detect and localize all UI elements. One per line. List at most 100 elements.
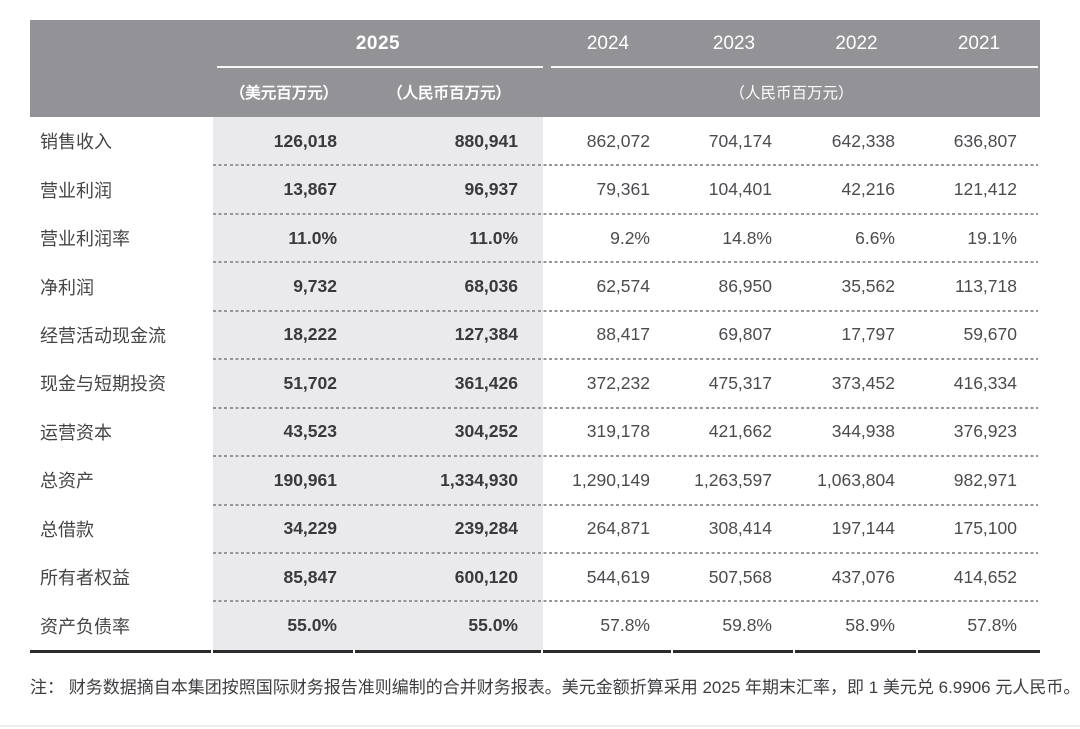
cell-2022: 42,216 (841, 179, 895, 200)
subheader-rmb-millions: （人民币百万元） (386, 85, 511, 102)
row-label: 所有者权益 (40, 568, 130, 589)
header-underline-2025 (217, 66, 543, 68)
page-bottom-divider (0, 725, 1080, 727)
cell-usd-2025: 18,222 (283, 324, 337, 345)
cell-2023: 421,662 (708, 421, 772, 442)
row-label: 销售收入 (40, 132, 112, 153)
cell-2021: 57.8% (967, 615, 1017, 636)
table-row: 营业利润 13,867 96,937 79,361 104,401 42,216 121,4… (30, 164, 1040, 213)
cell-2021: 376,923 (953, 421, 1017, 442)
row-label: 净利润 (40, 277, 94, 298)
table-header: 2025 2024 2023 2022 2021 （美元百万元） （人民币百万元… (30, 20, 1040, 117)
cell-2023: 59.8% (722, 615, 772, 636)
cell-2021: 414,652 (953, 566, 1017, 587)
cell-usd-2025: 51,702 (283, 372, 337, 393)
cell-2023: 1,263,597 (694, 469, 772, 490)
row-separator (213, 261, 1038, 264)
cell-2022: 1,063,804 (817, 469, 895, 490)
cell-2024: 862,072 (586, 130, 650, 151)
cell-rmb-2025: 880,941 (454, 130, 518, 151)
cell-2023: 14.8% (722, 227, 772, 248)
cell-2022: 17,797 (841, 324, 895, 345)
cell-2023: 308,414 (708, 518, 772, 539)
row-label: 总资产 (40, 471, 94, 492)
cell-2024: 1,290,149 (572, 469, 650, 490)
cell-rmb-2025: 11.0% (469, 227, 518, 248)
row-label: 营业利润 (40, 180, 112, 201)
row-label: 营业利润率 (40, 229, 130, 250)
row-label: 经营活动现金流 (40, 325, 166, 346)
subheader-usd-millions: （美元百万元） (229, 85, 339, 102)
cell-2024: 372,232 (586, 372, 650, 393)
cell-usd-2025: 126,018 (273, 130, 337, 151)
cell-usd-2025: 13,867 (283, 179, 337, 200)
table-row: 净利润 9,732 68,036 62,574 86,950 35,562 113,718 (30, 261, 1040, 310)
cell-2022: 6.6% (855, 227, 895, 248)
table-body: 销售收入 126,018 880,941 862,072 704,174 642,338 6… (30, 117, 1040, 650)
cell-2021: 121,412 (953, 179, 1017, 200)
cell-2023: 86,950 (718, 276, 772, 297)
row-separator (213, 551, 1038, 554)
row-separator (213, 600, 1038, 603)
cell-2022: 373,452 (831, 372, 895, 393)
cell-2024: 264,871 (586, 518, 650, 539)
cell-2024: 79,361 (596, 179, 650, 200)
cell-2024: 62,574 (596, 276, 650, 297)
cell-usd-2025: 85,847 (283, 566, 337, 587)
cell-2024: 88,417 (596, 324, 650, 345)
table-bottom-border (30, 649, 1040, 653)
row-separator (213, 455, 1038, 458)
cell-2021: 19.1% (967, 227, 1017, 248)
cell-2023: 104,401 (708, 179, 772, 200)
cell-usd-2025: 55.0% (287, 615, 337, 636)
row-separator (213, 164, 1038, 167)
cell-2023: 704,174 (708, 130, 772, 151)
table-row: 销售收入 126,018 880,941 862,072 704,174 642,338 6… (30, 117, 1040, 165)
table-row: 现金与短期投资 51,702 361,426 372,232 475,317 373,45… (30, 358, 1040, 407)
row-separator (213, 358, 1038, 361)
cell-2022: 437,076 (831, 566, 895, 587)
cell-2022: 642,338 (831, 130, 895, 151)
year-2022-header: 2022 (835, 32, 878, 54)
year-header-row: 2025 2024 2023 2022 2021 (30, 20, 1040, 67)
row-separator (213, 309, 1038, 312)
cell-rmb-2025: 361,426 (454, 372, 518, 393)
table-row: 所有者权益 85,847 600,120 544,619 507,568 437,076 4… (30, 551, 1040, 601)
cell-2022: 58.9% (845, 615, 895, 636)
financial-summary-table: 2025 2024 2023 2022 2021 （美元百万元） （人民币百万元… (30, 20, 1040, 653)
cell-2021: 416,334 (953, 372, 1017, 393)
table-row: 总资产 190,961 1,334,930 1,290,149 1,263,597 1,0… (30, 455, 1040, 504)
row-label: 资产负债率 (40, 616, 130, 637)
cell-rmb-2025: 304,252 (454, 421, 518, 442)
year-2021-header: 2021 (957, 32, 1001, 54)
table-row: 营业利润率 11.0% 11.0% 9.2% 14.8% 6.6% 19.1% (30, 212, 1040, 262)
table-row: 总借款 34,229 239,284 264,871 308,414 197,144 175… (30, 503, 1040, 553)
row-separator (213, 212, 1038, 215)
row-label: 总借款 (40, 519, 94, 540)
cell-2022: 35,562 (841, 276, 895, 297)
cell-2022: 197,144 (831, 518, 895, 539)
year-2025-header: 2025 (355, 32, 401, 54)
cell-2021: 175,100 (953, 518, 1017, 539)
cell-rmb-2025: 96,937 (464, 179, 518, 200)
cell-rmb-2025: 68,036 (464, 276, 518, 297)
cell-2023: 507,568 (708, 566, 772, 587)
row-label: 运营资本 (40, 422, 112, 443)
row-label: 现金与短期投资 (40, 374, 166, 395)
cell-2022: 344,938 (831, 421, 895, 442)
cell-2021: 982,971 (953, 469, 1017, 490)
highlight-band-2025 (213, 117, 543, 650)
cell-2024: 57.8% (600, 615, 650, 636)
cell-rmb-2025: 55.0% (468, 615, 518, 636)
cell-usd-2025: 34,229 (283, 518, 337, 539)
cell-2021: 636,807 (953, 130, 1017, 151)
cell-rmb-2025: 1,334,930 (440, 469, 518, 490)
cell-2021: 113,718 (955, 276, 1017, 297)
year-2024-header: 2024 (586, 32, 630, 54)
table-row: 经营活动现金流 18,222 127,384 88,417 69,807 17,797 59… (30, 309, 1040, 359)
footnote-text: 财务数据摘自本集团按照国际财务报告准则编制的合并财务报表。美元金额折算采用 20… (68, 678, 1080, 697)
cell-2024: 319,178 (586, 421, 650, 442)
cell-rmb-2025: 239,284 (454, 518, 518, 539)
cell-usd-2025: 190,961 (273, 469, 337, 490)
